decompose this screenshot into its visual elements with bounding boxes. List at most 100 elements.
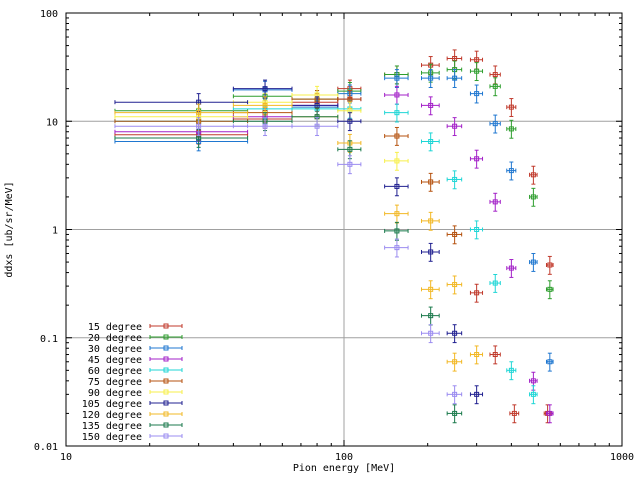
data-point — [506, 259, 517, 278]
legend-marker — [163, 411, 169, 417]
point-marker — [452, 231, 458, 237]
data-point — [469, 220, 484, 240]
point-marker — [452, 55, 458, 61]
legend-label: 90 degree — [88, 388, 142, 399]
point-marker — [428, 139, 434, 145]
data-point — [545, 255, 554, 275]
ticks: 10 100 1000 0.01 0.1 1 10 100 — [34, 9, 634, 463]
legend-marker — [163, 389, 169, 395]
point-marker — [530, 378, 536, 384]
data-point — [420, 280, 440, 300]
data-point — [529, 165, 538, 185]
point-marker — [262, 123, 268, 129]
data-point — [469, 50, 484, 70]
data-point — [420, 132, 440, 152]
data-point — [420, 172, 440, 192]
x-tick-label: 1000 — [610, 452, 634, 463]
series-150-degree — [114, 117, 463, 405]
point-marker — [474, 391, 480, 397]
legend-marker — [163, 345, 169, 351]
data-point — [384, 69, 409, 89]
point-marker — [530, 172, 536, 178]
point-marker — [428, 330, 434, 336]
point-marker — [474, 57, 480, 63]
data-point — [384, 204, 409, 224]
point-marker — [508, 168, 514, 174]
series-105-degree — [114, 79, 484, 405]
data-point — [529, 253, 538, 272]
data-point — [446, 275, 463, 295]
data-point — [506, 361, 517, 381]
legend-label: 150 degree — [82, 432, 142, 443]
data-point — [469, 62, 484, 82]
data-point — [384, 85, 409, 105]
point-marker — [474, 352, 480, 358]
data-point — [529, 371, 538, 391]
data-point — [446, 385, 463, 405]
point-marker — [347, 161, 353, 167]
legend-label: 20 degree — [88, 333, 142, 344]
legend-marker — [163, 400, 169, 406]
data-point — [469, 283, 484, 303]
data-point — [384, 221, 409, 241]
data-point — [337, 112, 362, 132]
y-tick-label: 0.01 — [34, 442, 58, 453]
point-marker — [492, 199, 498, 205]
point-marker — [452, 176, 458, 182]
point-marker — [347, 146, 353, 152]
point-marker — [547, 410, 553, 416]
point-marker — [394, 158, 400, 164]
legend-label: 105 degree — [82, 399, 142, 410]
point-marker — [428, 218, 434, 224]
data-point — [291, 117, 339, 137]
y-tick-label: 100 — [40, 9, 58, 20]
data-point — [384, 151, 409, 171]
point-marker — [508, 367, 514, 373]
data-point — [420, 324, 440, 344]
data-point — [446, 170, 463, 190]
point-marker — [452, 391, 458, 397]
point-marker — [492, 352, 498, 358]
data-point — [384, 103, 409, 123]
y-tick-label: 1 — [52, 226, 58, 237]
y-axis-label: ddxs [ub/sr/MeV] — [4, 181, 15, 277]
point-marker — [530, 259, 536, 265]
point-marker — [547, 359, 553, 365]
point-marker — [474, 227, 480, 232]
legend-marker — [163, 323, 169, 329]
point-marker — [394, 75, 400, 81]
data-point — [529, 187, 538, 207]
point-marker — [492, 280, 498, 286]
point-marker — [262, 102, 268, 108]
data-point — [232, 117, 293, 137]
data-point — [545, 280, 554, 300]
point-marker — [492, 83, 498, 89]
series-layer — [114, 49, 554, 424]
point-marker — [394, 211, 400, 217]
point-marker — [474, 156, 480, 162]
data-point — [420, 211, 440, 231]
data-point — [545, 352, 554, 372]
data-point — [469, 345, 484, 365]
legend-label: 30 degree — [88, 344, 142, 355]
x-tick-label: 100 — [335, 452, 353, 463]
point-marker — [530, 194, 536, 200]
legend-label: 60 degree — [88, 366, 142, 377]
legend-marker — [163, 356, 169, 362]
x-tick-label: 10 — [60, 452, 72, 463]
point-marker — [428, 102, 434, 108]
legend-marker — [163, 378, 169, 384]
data-point — [420, 96, 440, 116]
data-point — [446, 69, 463, 89]
data-point — [489, 273, 501, 293]
point-marker — [508, 104, 514, 110]
point-marker — [508, 265, 514, 271]
data-point — [489, 114, 501, 134]
legend-label: 135 degree — [82, 421, 142, 432]
point-marker — [394, 228, 400, 234]
data-point — [529, 385, 538, 405]
data-point — [446, 117, 463, 137]
data-point — [545, 404, 554, 424]
